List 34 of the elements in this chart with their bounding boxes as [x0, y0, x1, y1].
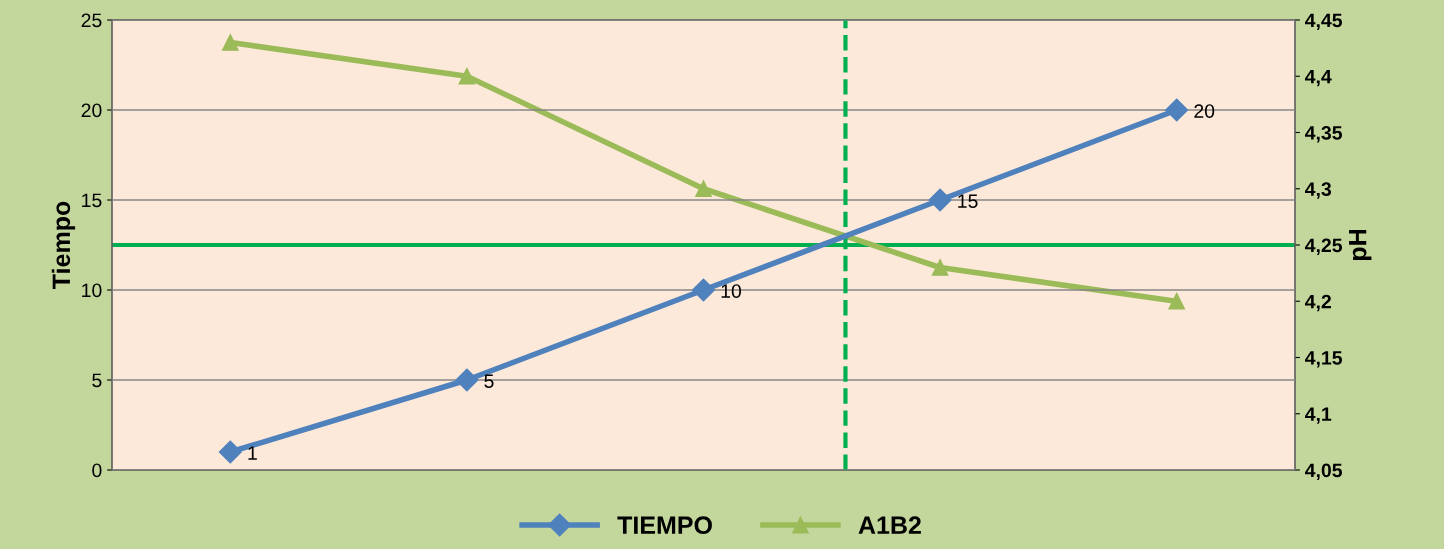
point — [221, 34, 239, 51]
y2-tick-label: 4,35 — [1305, 125, 1343, 143]
y-tick-label: 15 — [82, 193, 102, 208]
point — [1165, 98, 1189, 122]
legend-label: TIEMPO — [617, 516, 712, 535]
y2-tick-label: 4,2 — [1305, 294, 1331, 312]
legend-label: A1B2 — [858, 516, 921, 534]
y2-tick-label: 4,05 — [1305, 463, 1343, 481]
y-tick-label: 20 — [81, 103, 102, 118]
point — [928, 188, 952, 212]
data-label: 1 — [248, 446, 257, 460]
data-label: 15 — [958, 194, 978, 208]
y-tick-label: 25 — [81, 13, 102, 28]
point — [1168, 292, 1186, 310]
data-label: 20 — [1194, 104, 1215, 118]
point — [458, 67, 476, 85]
point — [692, 278, 715, 302]
y-tick-label: 10 — [82, 283, 102, 298]
point — [218, 440, 242, 464]
point — [931, 259, 949, 276]
point — [455, 368, 479, 392]
data-label: 10 — [721, 284, 742, 298]
point — [695, 180, 712, 198]
y2-tick-label: 4,25 — [1305, 238, 1343, 256]
y-tick-label: 5 — [92, 373, 102, 388]
y-tick-label: 0 — [92, 463, 102, 478]
y2-axis-title: pH — [1349, 230, 1372, 261]
y2-tick-label: 4,3 — [1305, 182, 1332, 199]
y-axis-title: Tiempo — [51, 201, 76, 289]
data-label: 5 — [484, 374, 494, 388]
y2-tick-label: 4,45 — [1305, 13, 1343, 31]
y2-tick-label: 4,4 — [1305, 69, 1332, 87]
y2-tick-label: 4,15 — [1305, 351, 1343, 368]
y2-tick-label: 4,1 — [1305, 407, 1332, 424]
